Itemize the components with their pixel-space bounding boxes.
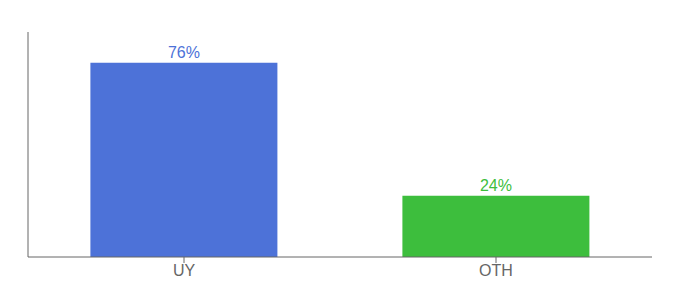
svg-text:UY: UY bbox=[173, 262, 196, 279]
svg-text:OTH: OTH bbox=[479, 262, 513, 279]
svg-text:24%: 24% bbox=[480, 177, 512, 194]
svg-text:76%: 76% bbox=[168, 44, 200, 61]
